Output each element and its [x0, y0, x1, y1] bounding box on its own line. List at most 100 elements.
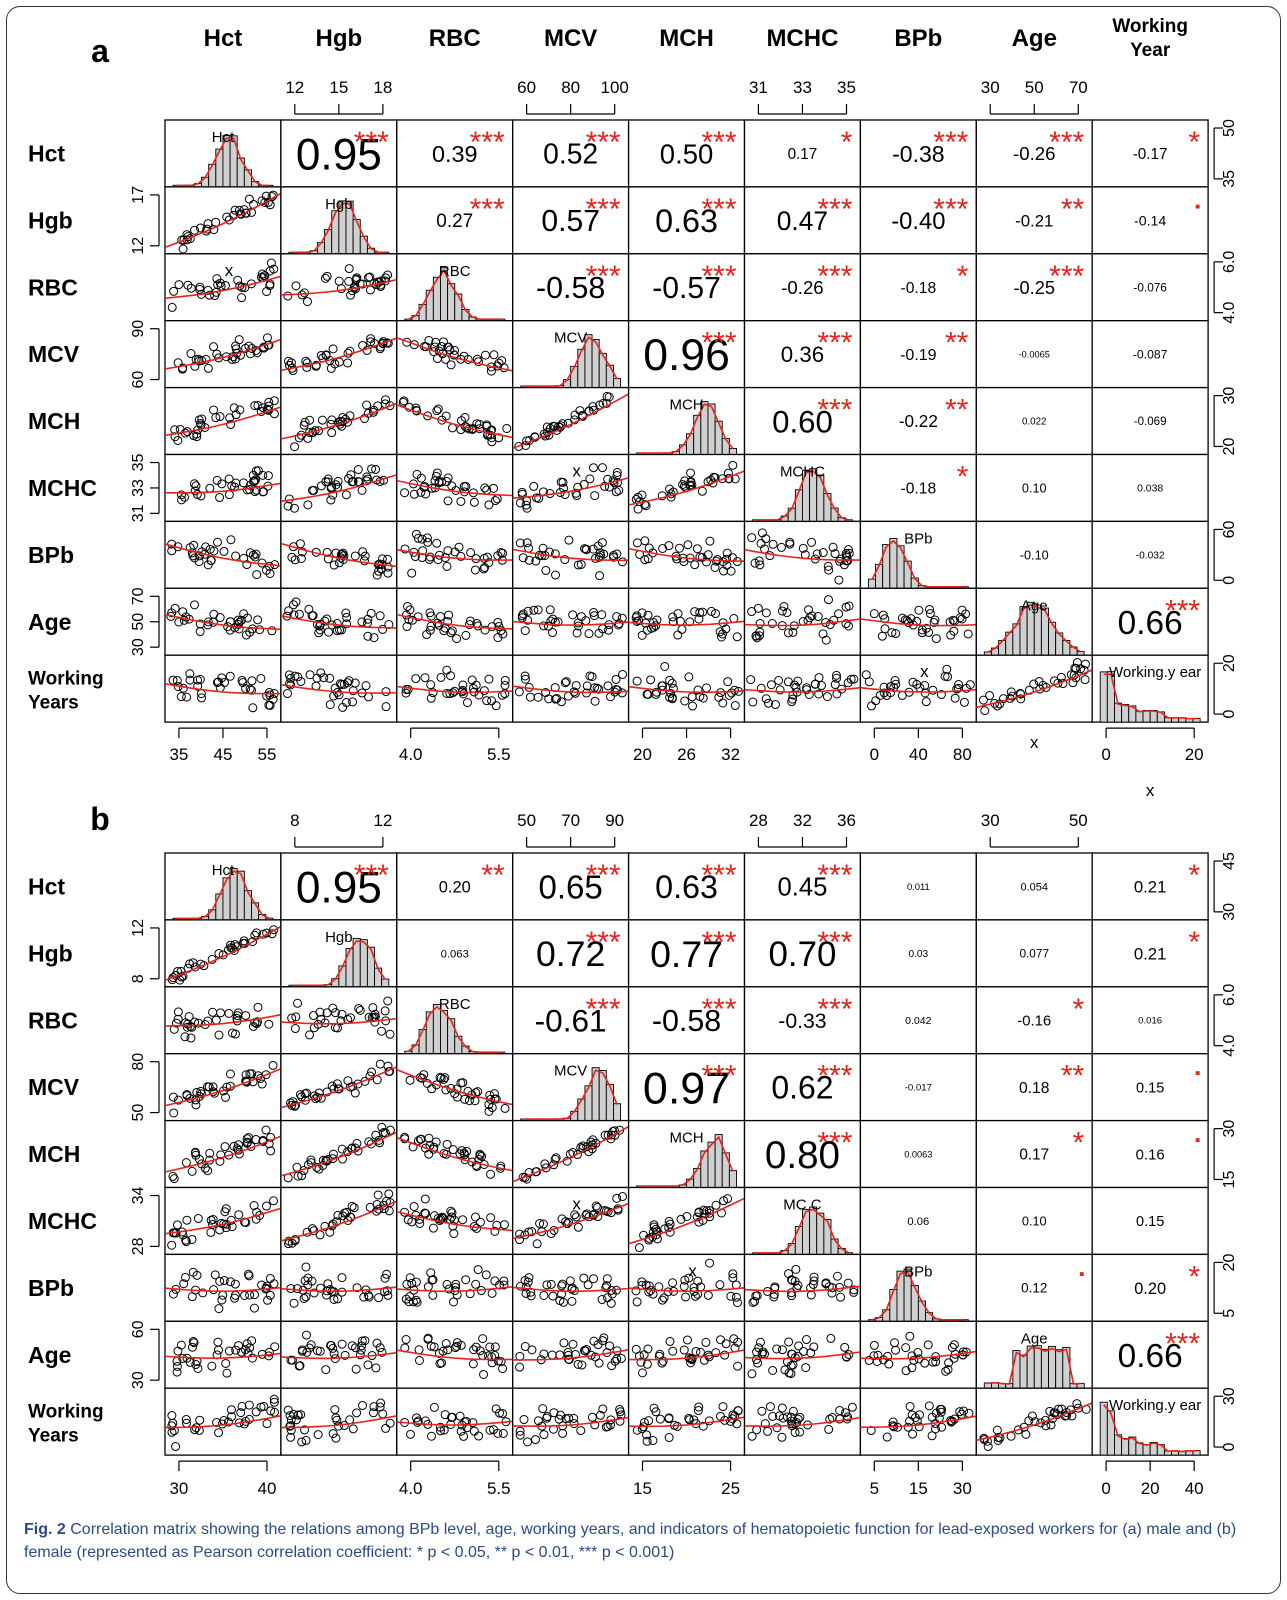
- density-line: [524, 336, 618, 387]
- scatter-point: [604, 625, 614, 635]
- annotation-x: x: [920, 662, 929, 681]
- scatter-cell: [280, 1253, 398, 1322]
- correlation-cell: 0.50***: [627, 119, 746, 188]
- scatter-point: [234, 1341, 244, 1351]
- significance-stars: ***: [470, 193, 505, 226]
- scatter-point: [515, 538, 525, 548]
- scatter-point: [328, 344, 338, 354]
- scatter-point: [297, 1092, 307, 1102]
- scatter-point: [383, 996, 393, 1006]
- scatter-point: [409, 489, 419, 499]
- diagonal-variable-label: Working.y ear: [1109, 1397, 1201, 1414]
- scatter-point: [414, 1355, 424, 1365]
- scatter-point: [655, 1414, 665, 1424]
- scatter-point: [777, 606, 787, 616]
- scatter-point: [682, 1211, 692, 1221]
- scatter-point: [921, 697, 931, 707]
- scatter-cell: [512, 654, 630, 723]
- correlation-cell: -0.33***: [743, 986, 862, 1055]
- row-label: MCHC: [28, 475, 97, 501]
- loess-fit-line: [164, 338, 282, 370]
- histogram-bar: [338, 965, 347, 988]
- scatter-point: [229, 403, 239, 413]
- significance-stars: *: [1073, 1127, 1085, 1160]
- scatter-point: [903, 1422, 913, 1432]
- scatter-point: [215, 1156, 225, 1166]
- scatter-point: [729, 1334, 739, 1344]
- scatter-point: [203, 363, 213, 373]
- scatter-point: [176, 1340, 186, 1350]
- scatter-point: [813, 612, 823, 622]
- scatter-point: [267, 626, 277, 636]
- scatter-point: [891, 1345, 901, 1355]
- scatter-point: [489, 1425, 499, 1435]
- density-line: [292, 202, 386, 254]
- correlation-cell: 0.52***: [512, 119, 630, 188]
- scatter-point: [167, 1411, 177, 1421]
- scatter-point: [230, 623, 240, 633]
- loess-fit-line: [396, 1349, 513, 1361]
- scatter-point: [727, 688, 737, 698]
- left-tick-label: 33: [130, 479, 147, 497]
- bottom-tick-label: 4.0: [399, 1479, 423, 1498]
- scatter-point: [636, 1357, 646, 1367]
- correlation-cell: 0.077: [975, 919, 1093, 988]
- scatter-point: [597, 463, 607, 473]
- cell-border: [743, 1119, 862, 1189]
- scatter-point: [869, 1340, 879, 1350]
- scatter-point: [480, 350, 490, 360]
- scatter-point: [768, 1365, 778, 1375]
- scatter-point: [963, 629, 973, 639]
- scatter-point: [1006, 687, 1016, 697]
- scatter-point: [570, 1210, 580, 1220]
- scatter-point: [754, 631, 764, 641]
- histogram-bar: [374, 967, 383, 988]
- density-line: [292, 940, 386, 987]
- scatter-point: [409, 340, 419, 350]
- row-label: MCV: [28, 1074, 80, 1100]
- significance-stars: *: [841, 126, 853, 159]
- scatter-point: [518, 609, 528, 619]
- correlation-cell: 0.66***: [1091, 587, 1209, 656]
- scatter-point: [515, 1281, 525, 1291]
- scatter-point: [753, 603, 763, 613]
- scatter-point: [954, 680, 964, 690]
- correlation-coefficient: -0.57: [652, 272, 721, 305]
- cell-border: [164, 654, 282, 723]
- loess-fit-line: [860, 1350, 977, 1360]
- scatter-point: [642, 689, 652, 699]
- scatter-point: [806, 1283, 816, 1293]
- loess-fit-line: [628, 685, 745, 693]
- scatter-point: [693, 685, 703, 695]
- scatter-point: [474, 419, 484, 429]
- scatter-point: [520, 674, 530, 684]
- scatter-point: [234, 205, 244, 215]
- bottom-tick-label: 0: [1101, 745, 1110, 764]
- column-header: Hct: [204, 25, 243, 52]
- scatter-point: [481, 1270, 491, 1280]
- correlation-cell: 0.36***: [743, 320, 862, 389]
- scatter-point: [369, 1402, 379, 1412]
- scatter-point: [269, 1397, 279, 1407]
- scatter-point: [250, 401, 260, 411]
- bottom-tick-label: 40: [1185, 1479, 1204, 1498]
- cell-border: [396, 587, 514, 656]
- scatter-point: [538, 543, 548, 553]
- right-tick-label: 30: [1221, 387, 1238, 405]
- correlation-coefficient: -0.069: [1134, 416, 1167, 428]
- cell-border: [975, 1186, 1093, 1256]
- scatter-point: [690, 560, 700, 570]
- scatter-point: [244, 1132, 254, 1142]
- scatter-point: [703, 477, 713, 487]
- scatter-point: [754, 1343, 764, 1353]
- scatter-point: [784, 1368, 794, 1378]
- significance-stars: ***: [586, 260, 621, 293]
- significance-stars: ***: [817, 327, 852, 360]
- scatter-point: [290, 555, 300, 565]
- cell-border: [743, 186, 862, 255]
- scatter-point: [753, 1358, 763, 1368]
- scatter-point: [530, 432, 540, 442]
- scatter-point: [601, 1283, 611, 1293]
- correlation-coefficient: 0.62: [771, 1070, 833, 1106]
- scatter-point: [226, 419, 236, 429]
